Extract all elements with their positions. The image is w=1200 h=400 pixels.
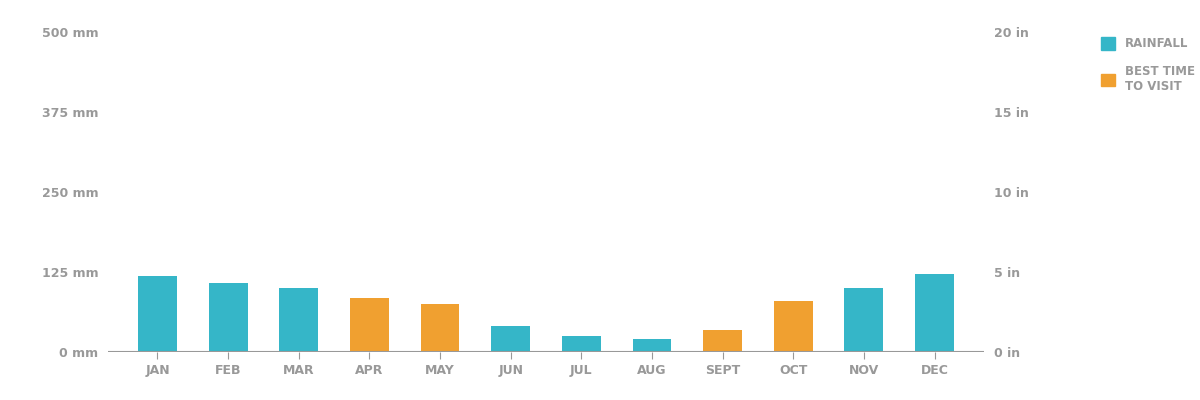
Bar xyxy=(280,288,318,352)
Legend: RAINFALL, BEST TIME
TO VISIT: RAINFALL, BEST TIME TO VISIT xyxy=(1096,32,1200,98)
Bar xyxy=(562,336,601,352)
Bar xyxy=(209,283,247,352)
Bar xyxy=(632,339,671,352)
Bar xyxy=(491,326,530,352)
Bar xyxy=(350,298,389,352)
Bar xyxy=(774,301,812,352)
Bar xyxy=(845,288,883,352)
Bar xyxy=(916,274,954,352)
Bar xyxy=(138,276,176,352)
Bar xyxy=(421,304,460,352)
Bar xyxy=(703,330,742,352)
